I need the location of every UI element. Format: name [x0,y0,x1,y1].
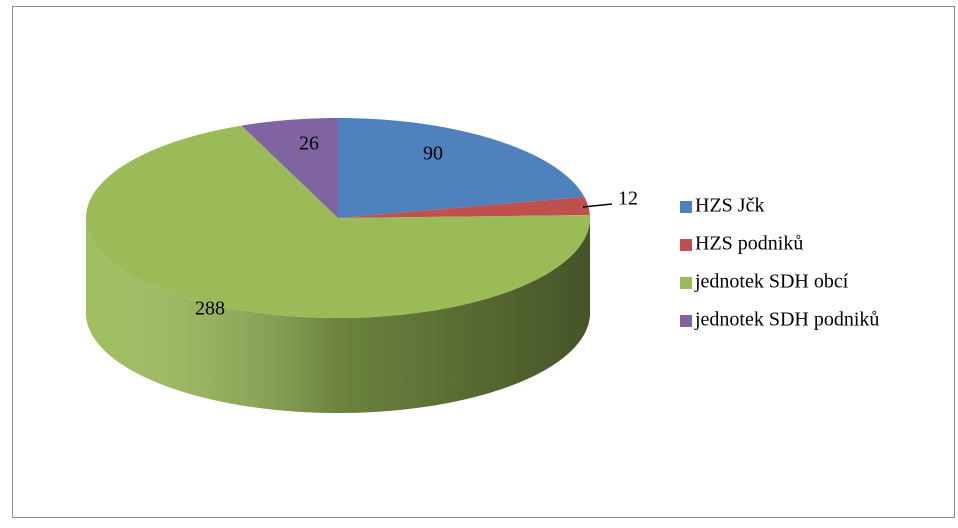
pie-slice [241,118,338,218]
legend-swatch [680,201,692,213]
legend-label: HZS podniků [695,233,803,255]
data-label: 12 [618,188,638,210]
legend-swatch [680,277,692,289]
data-label: 26 [299,133,319,155]
pie-slice [86,125,590,318]
pie-slice [338,118,585,218]
data-label: 90 [423,143,443,165]
legend-label: jednotek SDH obcí [694,271,849,293]
data-label: 288 [195,298,225,320]
leader-line [582,203,613,208]
legend-label: HZS Jčk [695,195,764,217]
pie-side-shade [86,218,590,413]
legend-swatch [680,315,692,327]
legend-label: jednotek SDH podniků [694,309,879,331]
pie-slice [338,197,590,218]
legend-swatch [680,239,692,251]
